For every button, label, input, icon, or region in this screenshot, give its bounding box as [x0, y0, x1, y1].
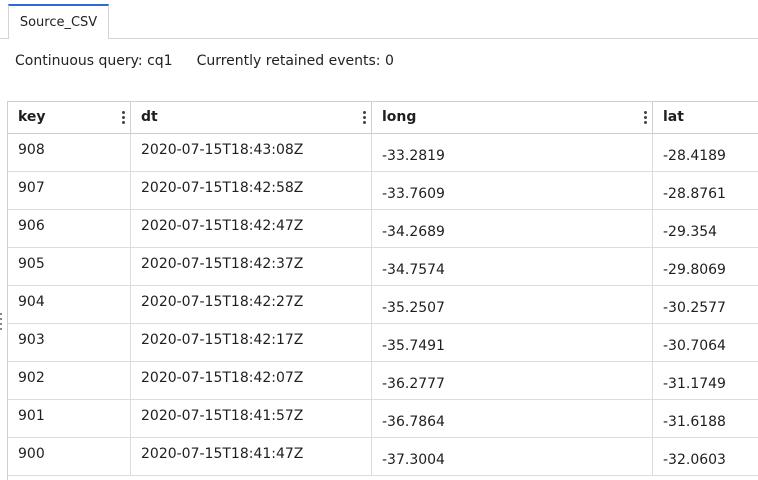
cell-dt: 2020-07-15T18:43:08Z — [131, 134, 372, 171]
cell-key: 901 — [8, 400, 131, 437]
column-header-label: dt — [141, 109, 158, 125]
column-header-long[interactable]: long — [372, 102, 653, 133]
table-row[interactable]: 904 2020-07-15T18:42:27Z -35.2507 -30.2577 — [8, 286, 758, 324]
column-header-label: key — [18, 109, 46, 125]
cell-key: 907 — [8, 172, 131, 209]
continuous-query-label: Continuous query: cq1 — [15, 53, 173, 69]
cell-long: -33.2819 — [372, 134, 653, 171]
cell-long: -33.7609 — [372, 172, 653, 209]
cell-dt: 2020-07-15T18:42:17Z — [131, 324, 372, 361]
column-header-label: long — [382, 109, 417, 125]
cell-key: 903 — [8, 324, 131, 361]
cell-long: -34.2689 — [372, 210, 653, 247]
tab-underline-cover — [9, 38, 108, 40]
cell-dt: 2020-07-15T18:41:57Z — [131, 400, 372, 437]
table-row[interactable]: 906 2020-07-15T18:42:47Z -34.2689 -29.354 — [8, 210, 758, 248]
cell-lat: -29.8069 — [663, 262, 726, 278]
cell-dt: 2020-07-15T18:42:47Z — [131, 210, 372, 247]
table-row[interactable]: 908 2020-07-15T18:43:08Z -33.2819 -28.4189 — [8, 134, 758, 172]
cell-key: 908 — [8, 134, 131, 171]
cell-lat: -30.2577 — [663, 300, 726, 316]
cell-long: -34.7574 — [372, 248, 653, 285]
cell-dt: 2020-07-15T18:42:58Z — [131, 172, 372, 209]
cell-lat: -29.354 — [663, 224, 718, 240]
table-row[interactable]: 905 2020-07-15T18:42:37Z -34.7574 -29.8069 — [8, 248, 758, 286]
column-header-label: lat — [663, 109, 684, 125]
table-header: key dt long lat — [8, 102, 758, 134]
cell-long: -35.7491 — [372, 324, 653, 361]
column-header-key[interactable]: key — [8, 102, 131, 133]
cell-lat: -31.1749 — [663, 376, 726, 392]
cell-lat: -31.6188 — [663, 414, 726, 430]
vertical-ellipsis-icon[interactable] — [644, 111, 648, 125]
table-row[interactable]: 907 2020-07-15T18:42:58Z -33.7609 -28.8761 — [8, 172, 758, 210]
cell-long: -37.3004 — [372, 438, 653, 475]
vertical-ellipsis-icon[interactable] — [122, 111, 126, 125]
cell-dt: 2020-07-15T18:42:37Z — [131, 248, 372, 285]
table-row[interactable]: 900 2020-07-15T18:41:47Z -37.3004 -32.0603 — [8, 438, 758, 476]
cell-dt: 2020-07-15T18:41:47Z — [131, 438, 372, 475]
column-header-lat[interactable]: lat — [653, 102, 758, 133]
cell-dt: 2020-07-15T18:42:27Z — [131, 286, 372, 323]
vertical-ellipsis-icon[interactable] — [363, 111, 367, 125]
cell-key: 904 — [8, 286, 131, 323]
cell-lat: -28.8761 — [663, 186, 726, 202]
cell-long: -36.2777 — [372, 362, 653, 399]
drag-handle-icon[interactable] — [0, 313, 3, 343]
tab-source-csv[interactable]: Source_CSV — [8, 4, 109, 39]
cell-long: -36.7864 — [372, 400, 653, 437]
cell-dt: 2020-07-15T18:42:07Z — [131, 362, 372, 399]
cell-lat: -28.4189 — [663, 148, 726, 164]
cell-key: 902 — [8, 362, 131, 399]
cell-lat: -32.0603 — [663, 452, 726, 468]
retained-events-label: Currently retained events: 0 — [196, 53, 394, 69]
column-header-dt[interactable]: dt — [131, 102, 372, 133]
cell-long: -35.2507 — [372, 286, 653, 323]
table-row[interactable]: 902 2020-07-15T18:42:07Z -36.2777 -31.1749 — [8, 362, 758, 400]
cell-lat: -30.7064 — [663, 338, 726, 354]
tab-bar: Source_CSV — [0, 0, 758, 40]
cell-key: 900 — [8, 438, 131, 475]
table-row[interactable]: 903 2020-07-15T18:42:17Z -35.7491 -30.7064 — [8, 324, 758, 362]
cell-key: 905 — [8, 248, 131, 285]
table-row[interactable]: 901 2020-07-15T18:41:57Z -36.7864 -31.6188 — [8, 400, 758, 438]
query-info-bar: Continuous query: cq1 Currently retained … — [15, 51, 394, 71]
events-table: key dt long lat 908 2020-07-15T18:43:08Z -… — [7, 101, 758, 480]
cell-key: 906 — [8, 210, 131, 247]
